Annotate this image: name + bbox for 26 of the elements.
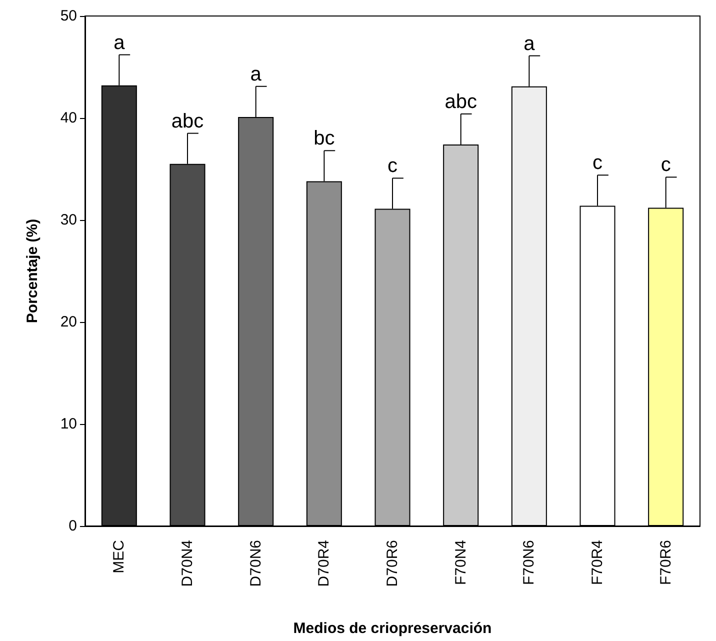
- annotation: c: [592, 152, 602, 174]
- x-tick-label: MEC: [110, 540, 128, 574]
- annotation: c: [660, 154, 671, 176]
- x-axis-title: Medios de criopreservación: [293, 620, 492, 637]
- x-tick-label: D70N6: [247, 540, 264, 587]
- annotation: abc: [171, 110, 204, 132]
- y-axis-title: Porcentaje (%): [24, 218, 41, 324]
- x-tick-label: F70N6: [520, 540, 538, 586]
- x-tick-label: D70N4: [179, 540, 196, 587]
- annotation: a: [250, 63, 262, 86]
- annotation: a: [114, 32, 126, 54]
- x-tick-label: F70R6: [657, 540, 674, 586]
- y-tick-label: 40: [60, 110, 77, 126]
- annotation: bc: [314, 128, 335, 150]
- x-tick-label: F70N4: [452, 540, 470, 586]
- y-tick-label: 10: [60, 416, 77, 432]
- x-tick-label: D70R4: [316, 540, 333, 587]
- y-tick-label: 20: [60, 314, 77, 330]
- y-tick-label: 0: [68, 518, 77, 534]
- annotation: abc: [444, 90, 477, 113]
- y-tick-label: 50: [60, 8, 77, 24]
- x-tick-label: F70R4: [589, 540, 606, 586]
- annotation: a: [524, 32, 536, 55]
- x-tick-label: D70R6: [384, 540, 401, 587]
- y-tick-label: 30: [60, 212, 77, 228]
- annotation: c: [388, 155, 398, 178]
